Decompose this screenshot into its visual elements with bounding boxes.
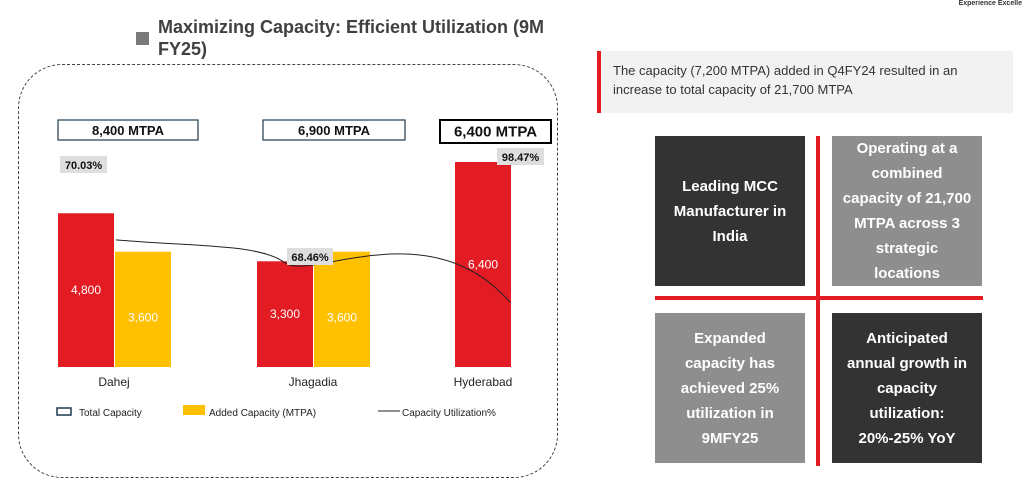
bar-added-jhagadia — [314, 251, 370, 367]
bar-label-added: 3,600 — [128, 310, 158, 324]
capacity-chart: 4,800 3,600 Dahej 3,300 3,600 Jhagadia 6,400 Hy… — [56, 119, 552, 419]
chart-frame — [18, 64, 558, 478]
legend-label-added: Added Capacity (MTPA) — [209, 408, 316, 419]
bar-added-dahej — [115, 251, 171, 367]
category-label: Jhagadia — [289, 375, 338, 389]
legend-label-utilization: Capacity Utilization% — [402, 408, 496, 419]
quadrant-expanded-capacity: Expanded capacity has achieved 25% utili… — [655, 313, 805, 463]
utilization-label: 98.47% — [502, 152, 540, 164]
total-capacity-box — [262, 119, 406, 141]
total-capacity-box — [57, 119, 199, 141]
bar-total-jhagadia — [257, 261, 313, 367]
quadrant-growth-outlook: Anticipated annual growth in capacity ut… — [832, 313, 982, 463]
utilization-label-bg — [497, 148, 544, 165]
utilization-label: 70.03% — [65, 160, 103, 172]
page-title: Maximizing Capacity: Efficient Utilizati… — [158, 17, 545, 59]
bar-total-dahej — [58, 213, 114, 367]
utilization-label: 68.46% — [291, 252, 329, 264]
total-capacity-box — [439, 119, 552, 144]
total-capacity-label: 6,900 MTPA — [298, 123, 371, 138]
legend-swatch-total — [56, 407, 72, 416]
bar-label-total: 3,300 — [270, 307, 300, 321]
utilization-label-bg — [287, 248, 333, 265]
bar-label-total: 4,800 — [71, 283, 101, 297]
category-label: Dahej — [98, 375, 129, 389]
legend-swatch-added — [183, 405, 205, 415]
total-capacity-label: 8,400 MTPA — [92, 123, 165, 138]
brand-tagline: Experience Excelle — [958, 0, 1022, 7]
bar-label-total: 6,400 — [468, 258, 498, 272]
title-bullet — [136, 32, 149, 45]
quadrant-divider-vertical — [816, 136, 820, 466]
capacity-note: The capacity (7,200 MTPA) added in Q4FY2… — [597, 51, 1013, 113]
quadrant-divider-horizontal — [655, 296, 983, 300]
category-label: Hyderabad — [454, 375, 513, 389]
legend-label-total: Total Capacity — [79, 408, 142, 419]
utilization-label-bg — [60, 156, 107, 173]
utilization-line — [115, 239, 511, 303]
bar-label-added: 3,600 — [327, 310, 357, 324]
quadrant-combined-capacity: Operating at a combined capacity of 21,7… — [832, 136, 982, 286]
quadrant-leading-manufacturer: Leading MCC Manufacturer in India — [655, 136, 805, 286]
total-capacity-label: 6,400 MTPA — [454, 124, 537, 141]
bar-total-hyderabad — [455, 162, 511, 367]
